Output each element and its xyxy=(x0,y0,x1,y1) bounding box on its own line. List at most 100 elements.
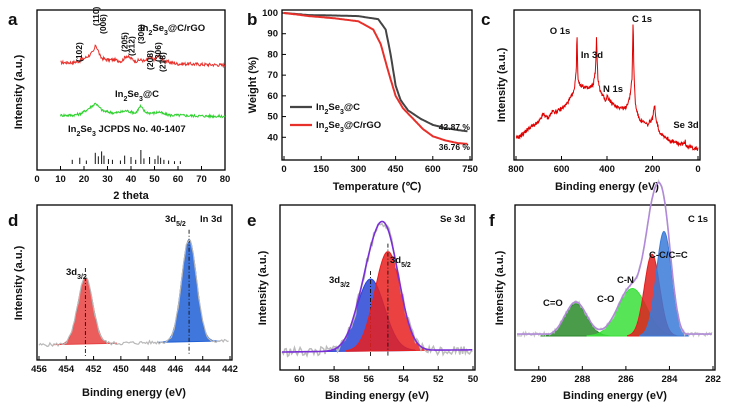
d-title-label: In 3d xyxy=(200,214,222,225)
e-title-label: Se 3d xyxy=(440,214,466,225)
b-ytick-label: 50 xyxy=(267,112,278,123)
e-xtick-label: 50 xyxy=(468,374,479,385)
panel-c-xlabel: Binding energy (eV) xyxy=(555,181,659,193)
f-peak-label-2: C-N xyxy=(617,275,634,286)
e-peak-label-3d52-part: 3d xyxy=(390,255,401,266)
d-xtick-label: 442 xyxy=(222,364,238,375)
e-xtick-label: 54 xyxy=(398,374,409,385)
b-legend-label-part: 2 xyxy=(324,127,328,134)
b-legend-label-part: In xyxy=(316,120,325,131)
e-xtick-label: 52 xyxy=(433,374,444,385)
d-peak-label-3d52: 3d5/2 xyxy=(165,214,186,228)
d-xtick-label: 454 xyxy=(58,364,75,375)
c-annotation-se-3d: Se 3d xyxy=(673,120,699,131)
e-peak-label-3d32-part: 3/2 xyxy=(340,282,350,289)
panel-d-frame xyxy=(36,204,233,361)
b-ytick-label: 60 xyxy=(267,91,278,102)
b-ytick-label: 40 xyxy=(267,132,278,143)
e-peak-label-3d52-part: 5/2 xyxy=(401,262,411,269)
c-annotation-n-1s: N 1s xyxy=(603,84,623,95)
f-xtick-label: 288 xyxy=(574,374,590,385)
a-label-c-part: @C xyxy=(143,89,159,100)
b-ytick-label: 100 xyxy=(262,8,278,19)
d-peak-label-3d52-part: 5/2 xyxy=(176,221,186,228)
panel-a-ticks: 0 10 20 30 40 50 60 70 80 xyxy=(34,166,230,185)
d-xtick-label: 448 xyxy=(140,364,156,375)
a-peak-label: (212) xyxy=(126,36,136,56)
panel-e-letter: e xyxy=(247,211,256,230)
c-xtick-label: 600 xyxy=(554,164,570,175)
f-xtick-label: 290 xyxy=(531,374,547,385)
e-xtick-label: 56 xyxy=(364,374,375,385)
panel-e-frame xyxy=(279,204,476,371)
a-peak-label: (006) xyxy=(98,14,108,34)
b-end-label-rgo: 36.76 % xyxy=(439,142,471,152)
b-xtick-label: 300 xyxy=(350,164,366,175)
panel-c-ylabel: Intensity (a.u.) xyxy=(496,47,508,122)
panel-c-plot: O 1s In 3d N 1s C 1s Se 3d xyxy=(515,14,699,151)
a-label-reference: In2Se3 JCPDS No. 40-1407 xyxy=(68,124,186,138)
b-legend-label-part: 3 xyxy=(340,109,344,116)
b-legend-label-part: Se xyxy=(328,120,340,131)
a-peak-label: (306) xyxy=(153,42,163,62)
a-label-c-part: 3 xyxy=(139,96,143,103)
d-peak-label-3d52-part: 3d xyxy=(165,214,176,225)
panel-f-plot: C=O C-OC-N C-C/C=C C 1s xyxy=(517,178,713,338)
panel-b: b Weight (%) Temperature (℃) 0 150 300 450 6… xyxy=(247,8,478,193)
b-legend-label-part: 2 xyxy=(324,109,328,116)
panel-c-ticks: 800 600 400 200 0 xyxy=(508,156,701,175)
a-label-rgo: In2Se3@C/rGO xyxy=(140,23,205,37)
d-peak-label-3d32-part: 3/2 xyxy=(77,274,87,281)
a-label-rgo-part: 3 xyxy=(164,30,168,37)
d-xtick-label: 452 xyxy=(86,364,102,375)
e-xtick-label: 60 xyxy=(294,374,305,385)
e-xtick-label: 58 xyxy=(329,374,340,385)
panel-e: e Intensity (a.u.) Binding energy (eV) 6… xyxy=(247,204,479,402)
a-label-c: In2Se3@C xyxy=(115,89,159,103)
b-xtick-label: 450 xyxy=(388,164,404,175)
c-survey-line xyxy=(515,24,699,151)
c-annotation-c-1s: C 1s xyxy=(632,14,652,25)
b-legend-label-part: @C/rGO xyxy=(344,120,381,131)
d-xtick-label: 450 xyxy=(113,364,129,375)
e-peak-label-3d32-part: 3d xyxy=(329,275,340,286)
f-xtick-label: 282 xyxy=(705,374,721,385)
a-label-c-part: 2 xyxy=(123,96,127,103)
panel-f-xlabel: Binding energy (eV) xyxy=(563,390,667,402)
d-peak-label-3d32: 3d3/2 xyxy=(66,267,87,281)
panel-d-ylabel: Intensity (a.u.) xyxy=(13,245,25,320)
b-legend-label: In2Se3@C xyxy=(316,102,360,116)
a-label-c-part: Se xyxy=(127,89,139,100)
d-peak-label-3d32-part: 3d xyxy=(66,267,77,278)
b-legend-label-part: Se xyxy=(328,102,340,113)
a-xtick-label: 20 xyxy=(79,174,90,185)
b-legend-label-part: @C xyxy=(344,102,360,113)
c-annotation-o-1s: O 1s xyxy=(550,26,571,37)
panel-a-letter: a xyxy=(8,10,18,29)
b-ytick-label: 80 xyxy=(267,49,278,60)
c-xtick-label: 0 xyxy=(695,164,700,175)
panel-c-letter: c xyxy=(481,10,490,29)
f-peak-label-1: C-O xyxy=(597,294,614,305)
panel-d-ticks: 456 454 452 450 448 446 444 442 xyxy=(31,356,238,375)
b-end-label-c: 42.87 % xyxy=(439,122,471,132)
b-xtick-label: 0 xyxy=(281,164,286,175)
f-xtick-label: 284 xyxy=(662,374,679,385)
panel-b-frame xyxy=(281,9,473,161)
b-xtick-label: 600 xyxy=(425,164,441,175)
a-xtick-label: 70 xyxy=(196,174,207,185)
panel-a-plot: In2Se3@C/rGO In2Se3@C In2Se3 JCPDS No. 40-… xyxy=(60,6,226,164)
d-xtick-label: 444 xyxy=(195,364,212,375)
a-peak-label: (208) xyxy=(145,50,155,70)
a-peak-label: (110) xyxy=(91,6,101,26)
a-label-reference-part: JCPDS No. 40-1407 xyxy=(96,124,186,135)
panel-a-ylabel: Intensity (a.u.) xyxy=(13,54,25,129)
panel-b-ylabel: Weight (%) xyxy=(247,56,259,113)
a-label-rgo-part: 2 xyxy=(148,30,152,37)
panel-e-ylabel: Intensity (a.u.) xyxy=(257,250,269,325)
f-envelope-line xyxy=(517,181,712,335)
d-xtick-label: 446 xyxy=(167,364,183,375)
panel-f-ticks: 290 288 286 284 282 xyxy=(531,366,721,385)
f-peak-label-0: C=O xyxy=(543,298,563,309)
panel-d-xlabel: Binding energy (eV) xyxy=(82,387,186,399)
